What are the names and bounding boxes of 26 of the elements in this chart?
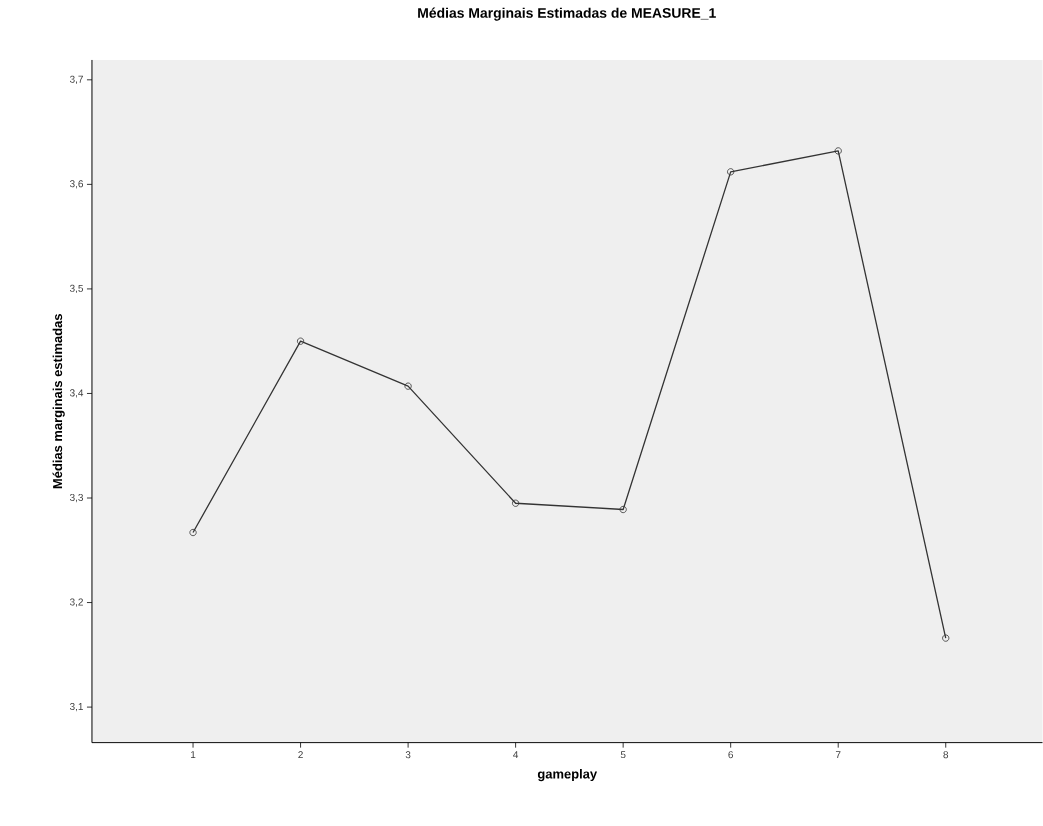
point [942,634,950,642]
point [834,147,842,155]
y-tick-label: 3,1 [69,703,83,712]
x-tick-label: 4 [513,751,519,759]
x-tick-label: 3 [405,751,411,759]
point [512,499,520,508]
point [619,506,627,514]
y-axis-title: Médias marginais estimadas [52,314,65,489]
y-tick-label: 3,2 [69,598,83,607]
y-tick-label: 3,4 [69,389,84,398]
x-tick-label: 6 [728,751,734,759]
x-tick-label: 1 [191,751,196,759]
y-tick-label: 3,3 [69,494,84,503]
x-tick-label: 2 [298,751,303,759]
y-tick-label: 3,7 [69,75,83,85]
x-tick-label: 7 [835,751,841,759]
x-tick-label: 5 [620,751,626,759]
y-tick-label: 3,6 [69,180,84,189]
point [727,168,735,176]
y-tick-label: 3,5 [69,285,84,294]
x-axis-title: gameplay [537,769,598,782]
point [296,337,305,345]
point [189,529,197,537]
point [404,382,412,390]
x-tick-label: 8 [943,751,949,759]
chart-title: Médias Marginais Estimadas de MEASURE_1 [418,7,716,21]
